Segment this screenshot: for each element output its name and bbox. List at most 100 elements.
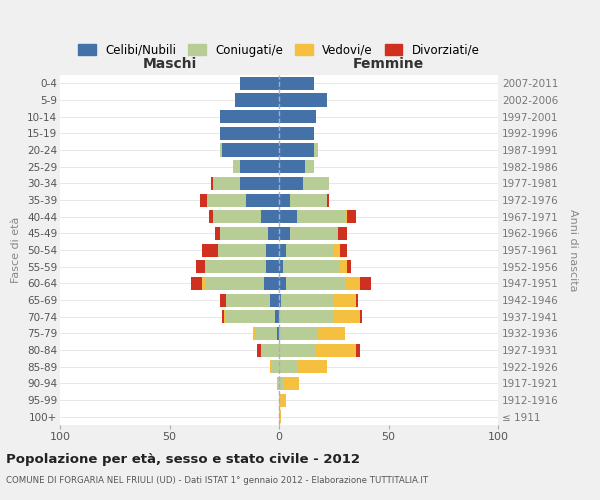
Bar — [281, 294, 334, 306]
Text: COMUNE DI FORGARIA NEL FRIULI (UD) - Dati ISTAT 1° gennaio 2012 - Elaborazione T: COMUNE DI FORGARIA NEL FRIULI (UD) - Dat… — [6, 476, 428, 485]
Bar — [283, 377, 299, 390]
Bar — [279, 227, 290, 240]
Bar — [226, 294, 270, 306]
Bar — [196, 260, 205, 273]
Bar — [233, 160, 239, 173]
Bar — [214, 210, 262, 223]
Bar — [270, 294, 279, 306]
Bar — [275, 310, 279, 323]
Bar — [279, 377, 283, 390]
Bar — [200, 194, 207, 206]
Bar — [279, 144, 314, 156]
Bar — [334, 294, 356, 306]
Bar — [215, 227, 220, 240]
Bar — [356, 294, 358, 306]
Bar — [239, 77, 279, 90]
Bar — [340, 260, 347, 273]
Bar — [305, 160, 314, 173]
Bar — [277, 377, 279, 390]
Bar — [268, 227, 279, 240]
Bar — [279, 260, 283, 273]
Bar — [222, 144, 279, 156]
Bar — [279, 294, 281, 306]
Bar — [279, 77, 314, 90]
Bar — [220, 127, 279, 140]
Bar — [316, 344, 356, 356]
Bar — [283, 260, 340, 273]
Bar — [279, 110, 316, 123]
Bar — [239, 160, 279, 173]
Bar — [222, 310, 224, 323]
Bar — [211, 177, 214, 190]
Bar — [220, 294, 226, 306]
Bar — [279, 327, 319, 340]
Bar — [347, 260, 351, 273]
Bar — [279, 210, 296, 223]
Bar — [334, 310, 360, 323]
Bar — [279, 127, 314, 140]
Bar — [214, 177, 239, 190]
Bar — [226, 310, 275, 323]
Bar — [286, 277, 344, 290]
Bar — [220, 144, 222, 156]
Bar — [205, 277, 263, 290]
Bar — [327, 194, 329, 206]
Y-axis label: Fasce di età: Fasce di età — [11, 217, 22, 283]
Bar — [279, 194, 290, 206]
Bar — [303, 177, 329, 190]
Bar — [314, 144, 319, 156]
Bar — [279, 244, 286, 256]
Bar — [360, 277, 371, 290]
Bar — [296, 360, 327, 373]
Bar — [347, 210, 356, 223]
Bar — [266, 260, 279, 273]
Y-axis label: Anni di nascita: Anni di nascita — [568, 209, 578, 291]
Bar — [286, 244, 334, 256]
Bar — [202, 244, 218, 256]
Bar — [255, 327, 277, 340]
Bar — [279, 177, 303, 190]
Bar — [344, 277, 360, 290]
Bar — [334, 244, 340, 256]
Bar — [279, 310, 334, 323]
Bar — [279, 344, 316, 356]
Bar — [257, 344, 262, 356]
Bar — [246, 194, 279, 206]
Legend: Celibi/Nubili, Coniugati/e, Vedovi/e, Divorziati/e: Celibi/Nubili, Coniugati/e, Vedovi/e, Di… — [74, 39, 484, 62]
Bar — [239, 177, 279, 190]
Bar — [218, 244, 266, 256]
Bar — [270, 360, 272, 373]
Bar — [209, 210, 214, 223]
Bar — [235, 94, 279, 106]
Bar — [224, 310, 226, 323]
Bar — [262, 344, 279, 356]
Bar — [191, 277, 202, 290]
Bar — [290, 227, 338, 240]
Bar — [279, 360, 296, 373]
Bar — [319, 327, 345, 340]
Bar — [360, 310, 362, 323]
Bar — [220, 110, 279, 123]
Bar — [340, 244, 347, 256]
Text: Maschi: Maschi — [142, 58, 197, 71]
Bar — [356, 344, 360, 356]
Bar — [344, 210, 347, 223]
Bar — [279, 277, 286, 290]
Bar — [202, 277, 205, 290]
Bar — [279, 94, 327, 106]
Bar — [205, 260, 266, 273]
Bar — [279, 410, 281, 423]
Bar — [262, 210, 279, 223]
Text: Femmine: Femmine — [353, 58, 424, 71]
Text: Popolazione per età, sesso e stato civile - 2012: Popolazione per età, sesso e stato civil… — [6, 452, 360, 466]
Bar — [277, 327, 279, 340]
Bar — [290, 194, 327, 206]
Bar — [207, 194, 246, 206]
Bar — [220, 227, 268, 240]
Bar — [338, 227, 347, 240]
Bar — [266, 244, 279, 256]
Bar — [296, 210, 344, 223]
Bar — [253, 327, 255, 340]
Bar — [279, 160, 305, 173]
Bar — [263, 277, 279, 290]
